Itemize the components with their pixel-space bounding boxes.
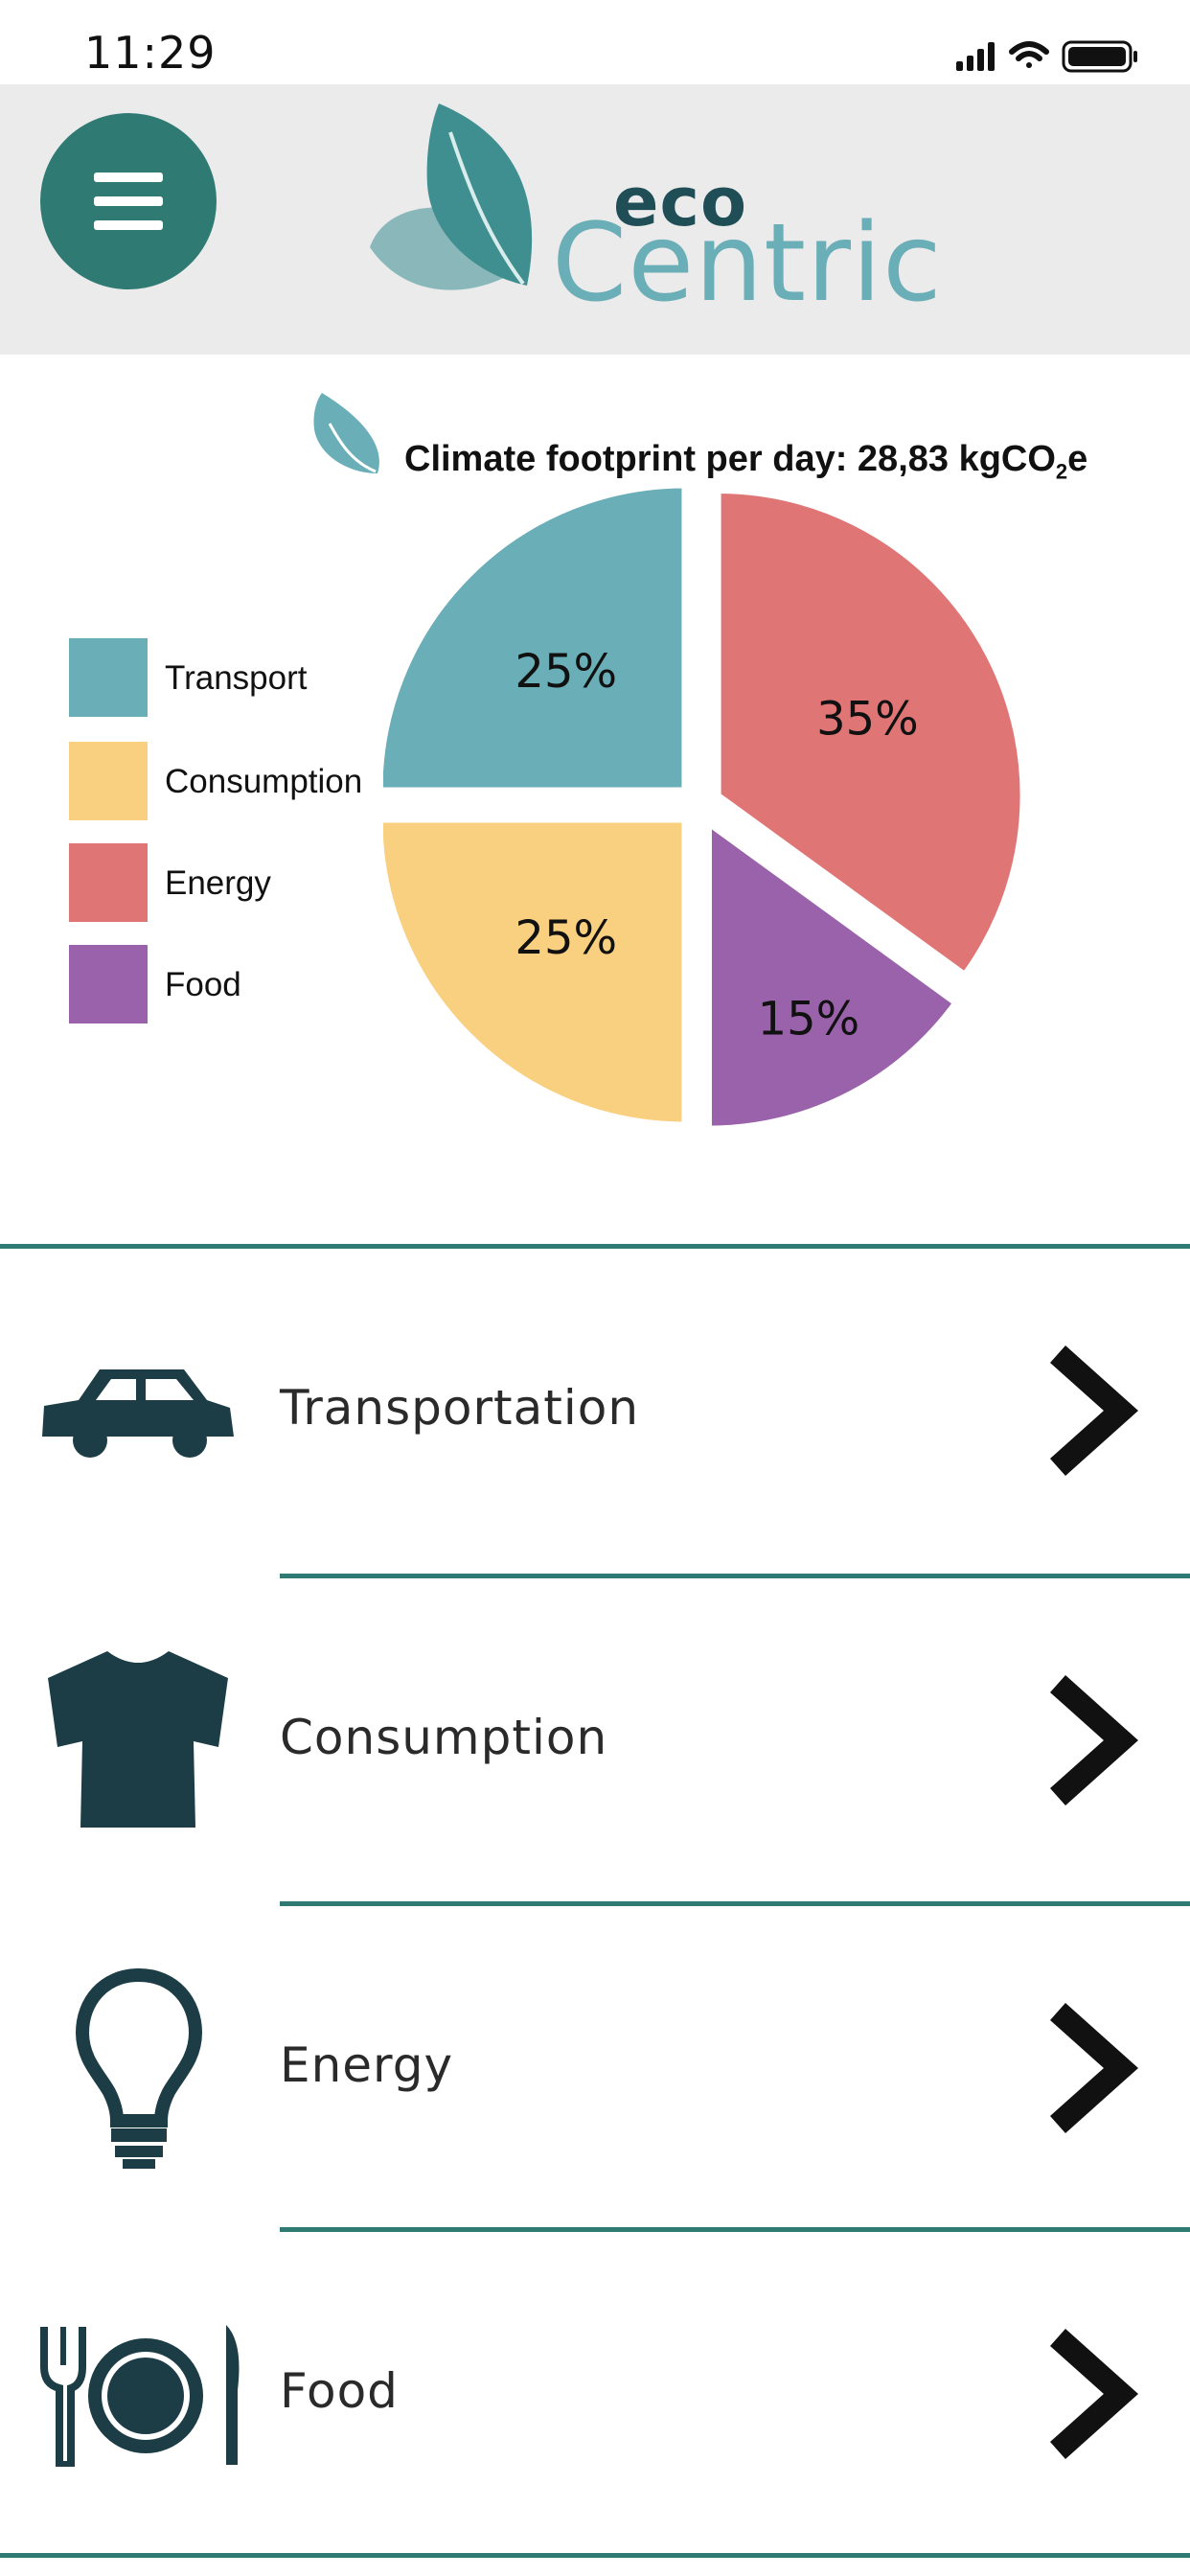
category-label: Consumption [280,1710,608,1765]
pie-label-consumption: 25% [515,911,617,965]
legend-label: Food [165,966,241,1003]
category-label: Transportation [280,1380,640,1436]
row-divider [280,1901,1190,1906]
category-row-energy[interactable]: Energy [0,1906,1190,2227]
category-row-transportation[interactable]: Transportation [0,1249,1190,1570]
leaf-logo-icon [370,104,533,290]
legend-swatch [69,843,148,922]
hamburger-icon-bar [94,220,163,230]
legend-item-transport: Transport [69,638,452,717]
pie-slice-consumption [383,816,688,1128]
pie-slice-transport [383,482,688,794]
status-time: 11:29 [84,27,217,79]
app-logo: eco Centric [364,94,942,326]
category-row-food[interactable]: Food [0,2232,1190,2553]
legend-item-consumption: Consumption [69,742,452,820]
pie-chart: 25% 25% 35% 15% [383,482,1026,1132]
legend-label: Consumption [165,763,363,800]
category-label: Food [280,2363,399,2419]
legend-swatch [69,742,148,820]
pie-label-food: 15% [758,993,860,1046]
menu-button[interactable] [40,113,217,289]
chart-title: Climate footprint per day: 28,83 kgCO2e [404,439,1087,485]
signal-icon [956,42,995,71]
leaf-icon [313,393,379,473]
chart-title-text: Climate footprint per day: 28,83 kgCO [404,439,1056,479]
chevron-right-icon[interactable] [1039,2322,1144,2466]
chart-title-subscript: 2 [1055,459,1068,484]
legend-swatch [69,945,148,1024]
plate-cutlery-icon [40,2325,240,2467]
lightbulb-icon [75,1967,203,2169]
tshirt-icon [48,1651,228,1828]
battery-icon [1062,40,1137,73]
logo-text-centric: Centric [552,201,943,326]
wifi-icon [1009,41,1049,68]
legend-label: Energy [165,864,271,902]
legend-label: Transport [165,659,308,697]
row-divider [0,2553,1190,2558]
row-divider [280,2227,1190,2232]
chevron-right-icon[interactable] [1039,1339,1144,1483]
legend-swatch [69,638,148,717]
category-row-consumption[interactable]: Consumption [0,1578,1190,1899]
logo-text-eco: eco [613,163,748,242]
status-icons [956,40,1137,73]
section-divider [0,1244,1190,1249]
row-divider [280,1574,1190,1578]
pie-slice-food [705,817,960,1132]
app-header: eco Centric [0,84,1190,355]
pie-slice-energy [715,488,1026,979]
car-icon [42,1369,234,1458]
pie-label-transport: 25% [515,645,617,699]
legend-item-energy: Energy [69,843,452,922]
hamburger-icon-bar [94,196,163,206]
status-bar: 11:29 [0,0,1190,84]
legend-item-food: Food [69,945,452,1024]
pie-label-energy: 35% [816,693,919,747]
chart-title-suffix: e [1067,439,1088,479]
chevron-right-icon[interactable] [1039,1996,1144,2140]
hamburger-icon [94,172,163,182]
chevron-right-icon[interactable] [1039,1668,1144,1812]
footprint-chart-section: Climate footprint per day: 28,83 kgCO2e … [0,355,1190,1246]
category-label: Energy [280,2037,454,2093]
